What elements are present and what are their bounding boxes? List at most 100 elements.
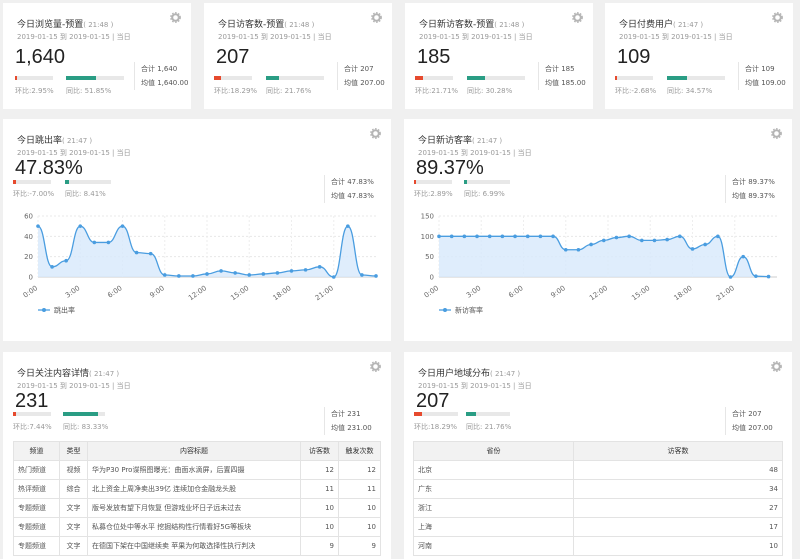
content-detail-card: 今日关注内容详情( 21:47 ) 2019-01-15 到 2019-01-1…: [3, 352, 391, 559]
data-point: [754, 274, 758, 278]
data-point: [346, 224, 350, 228]
summary: 合计 1,640 均值 1,640.00: [134, 62, 188, 90]
col-header-channel[interactable]: 频道: [13, 441, 60, 461]
data-point: [703, 242, 707, 247]
tb-text: 同比: 6.99%: [464, 190, 505, 198]
cell-visitors: 9: [300, 536, 339, 556]
settings-gear-icon[interactable]: [772, 12, 783, 23]
summary: 合计 207 均值 207.00: [337, 62, 385, 90]
cell-visitors: 12: [300, 460, 339, 480]
new-visitor-rate-chart: 0 50 100 150 0:00 3:00 6:00 9:00 12:00 15:00 18:00…: [421, 213, 777, 315]
card-title: 今日访客数-预置( 21:48 ): [218, 20, 315, 30]
data-point: [36, 224, 40, 228]
hb-text: 环比:2.89%: [414, 190, 453, 198]
col-header-visitors[interactable]: 访客数: [573, 441, 783, 461]
x-tick-label: 3:00: [64, 284, 81, 300]
col-header-visitors[interactable]: 访客数: [300, 441, 339, 461]
hb-text: 环比:18.29%: [414, 423, 458, 431]
settings-gear-icon[interactable]: [170, 12, 181, 23]
cell-title[interactable]: 华为P30 Pro谍照图曝光：曲面水滴屏，后置四摄: [87, 460, 301, 480]
hb-text: 环比:21.71%: [415, 87, 459, 95]
tb-progress-bar: [65, 180, 111, 184]
metric-value: 207: [216, 46, 250, 68]
y-tick-label: 100: [421, 233, 434, 241]
cell-title[interactable]: 私募仓位处中等水平 挖掘结构性行情看好5G等板块: [87, 517, 301, 537]
cell-title[interactable]: 在德国下架在中国继续卖 苹果为何敢选择性执行判决: [87, 536, 301, 556]
summary: 合计 185 均值 185.00: [538, 62, 586, 90]
summary: 合计 207 均值 207.00: [725, 407, 773, 435]
hb-progress-bar: [13, 180, 51, 184]
data-point: [551, 234, 555, 239]
metric-value: 185: [417, 46, 451, 68]
stat-card-visitors: 今日访客数-预置( 21:48 ) 2019-01-15 到 2019-01-1…: [204, 3, 392, 109]
table-row: 热评频道 综合 北上资金上周净卖出39亿 连续加仓金融龙头股 11 11: [13, 479, 381, 499]
legend-label: 新访客率: [455, 306, 483, 315]
col-header-province[interactable]: 省份: [413, 441, 574, 461]
data-point: [627, 234, 631, 239]
date-range: 2019-01-15 到 2019-01-15 | 当日: [619, 33, 733, 41]
y-tick-label: 150: [421, 213, 434, 221]
data-point: [614, 235, 619, 240]
card-title: 今日新访客率( 21:47 ): [418, 136, 503, 146]
x-tick-label: 9:00: [549, 284, 566, 300]
tb-text: 同比: 51.85%: [66, 87, 112, 95]
data-point: [191, 274, 195, 278]
data-point: [92, 240, 97, 245]
x-tick-label: 12:00: [588, 284, 609, 302]
card-title: 今日关注内容详情( 21:47 ): [17, 369, 120, 379]
cell-type: 文字: [59, 536, 88, 556]
data-point: [162, 273, 167, 277]
hb-progress-fill: [414, 180, 417, 184]
y-tick-label: 0: [430, 274, 434, 282]
settings-gear-icon[interactable]: [371, 12, 382, 23]
date-range: 2019-01-15 到 2019-01-15 | 当日: [17, 382, 131, 390]
hb-text: 环比:7.44%: [13, 423, 52, 431]
col-header-type[interactable]: 类型: [59, 441, 88, 461]
col-header-title[interactable]: 内容标题: [87, 441, 301, 461]
hb-progress-fill: [13, 412, 16, 416]
hb-progress-fill: [415, 76, 424, 80]
chart-card-bounce-rate: 今日跳出率( 21:47 ) 2019-01-15 到 2019-01-15 |…: [3, 119, 391, 341]
stat-card-paid-users: 今日付费用户( 21:47 ) 2019-01-15 到 2019-01-15 …: [605, 3, 793, 109]
settings-gear-icon[interactable]: [370, 361, 381, 372]
cell-title[interactable]: 北上资金上周净卖出39亿 连续加仓金融龙头股: [87, 479, 301, 499]
tb-progress-fill: [63, 412, 98, 416]
cell-title[interactable]: 版号发放有望下月恢复 但游戏业坏日子远未过去: [87, 498, 301, 518]
card-title: 今日用户地域分布( 21:47 ): [418, 369, 521, 379]
x-tick-label: 18:00: [673, 284, 694, 302]
table-row: 专题频道 文字 在德国下架在中国继续卖 苹果为何敢选择性执行判决 9 9: [13, 536, 381, 556]
cell-channel: 热评频道: [13, 479, 60, 499]
tb-progress-bar: [63, 412, 105, 416]
data-point: [652, 238, 657, 243]
data-point: [289, 269, 294, 273]
metric-value: 231: [15, 390, 49, 412]
tb-progress-bar: [66, 76, 124, 80]
cell-channel: 专题频道: [13, 517, 60, 537]
y-tick-label: 50: [425, 253, 434, 261]
settings-gear-icon[interactable]: [572, 12, 583, 23]
data-point: [275, 271, 280, 275]
settings-gear-icon[interactable]: [771, 361, 782, 372]
col-header-triggers[interactable]: 触发次数: [338, 441, 381, 461]
cell-visitors: 48: [573, 460, 783, 480]
series-area: [38, 226, 376, 277]
hb-progress-fill: [414, 412, 423, 416]
summary: 合计 47.83% 均值 47.83%: [324, 175, 374, 203]
tb-progress-bar: [266, 76, 324, 80]
cell-visitors: 10: [300, 517, 339, 537]
data-point: [766, 274, 771, 279]
x-tick-label: 0:00: [22, 284, 39, 300]
cell-triggers: 11: [338, 479, 381, 499]
cell-province: 浙江: [413, 498, 574, 518]
y-tick-label: 0: [29, 274, 33, 282]
data-point: [261, 272, 266, 276]
cell-channel: 热门频道: [13, 460, 60, 480]
hb-progress-bar: [13, 412, 51, 416]
hb-progress-bar: [414, 412, 458, 416]
tb-progress-bar: [467, 76, 525, 80]
metric-value: 109: [617, 46, 651, 68]
x-tick-label: 9:00: [148, 284, 165, 300]
data-point: [741, 254, 745, 259]
data-point: [64, 258, 68, 263]
data-point: [678, 234, 682, 239]
